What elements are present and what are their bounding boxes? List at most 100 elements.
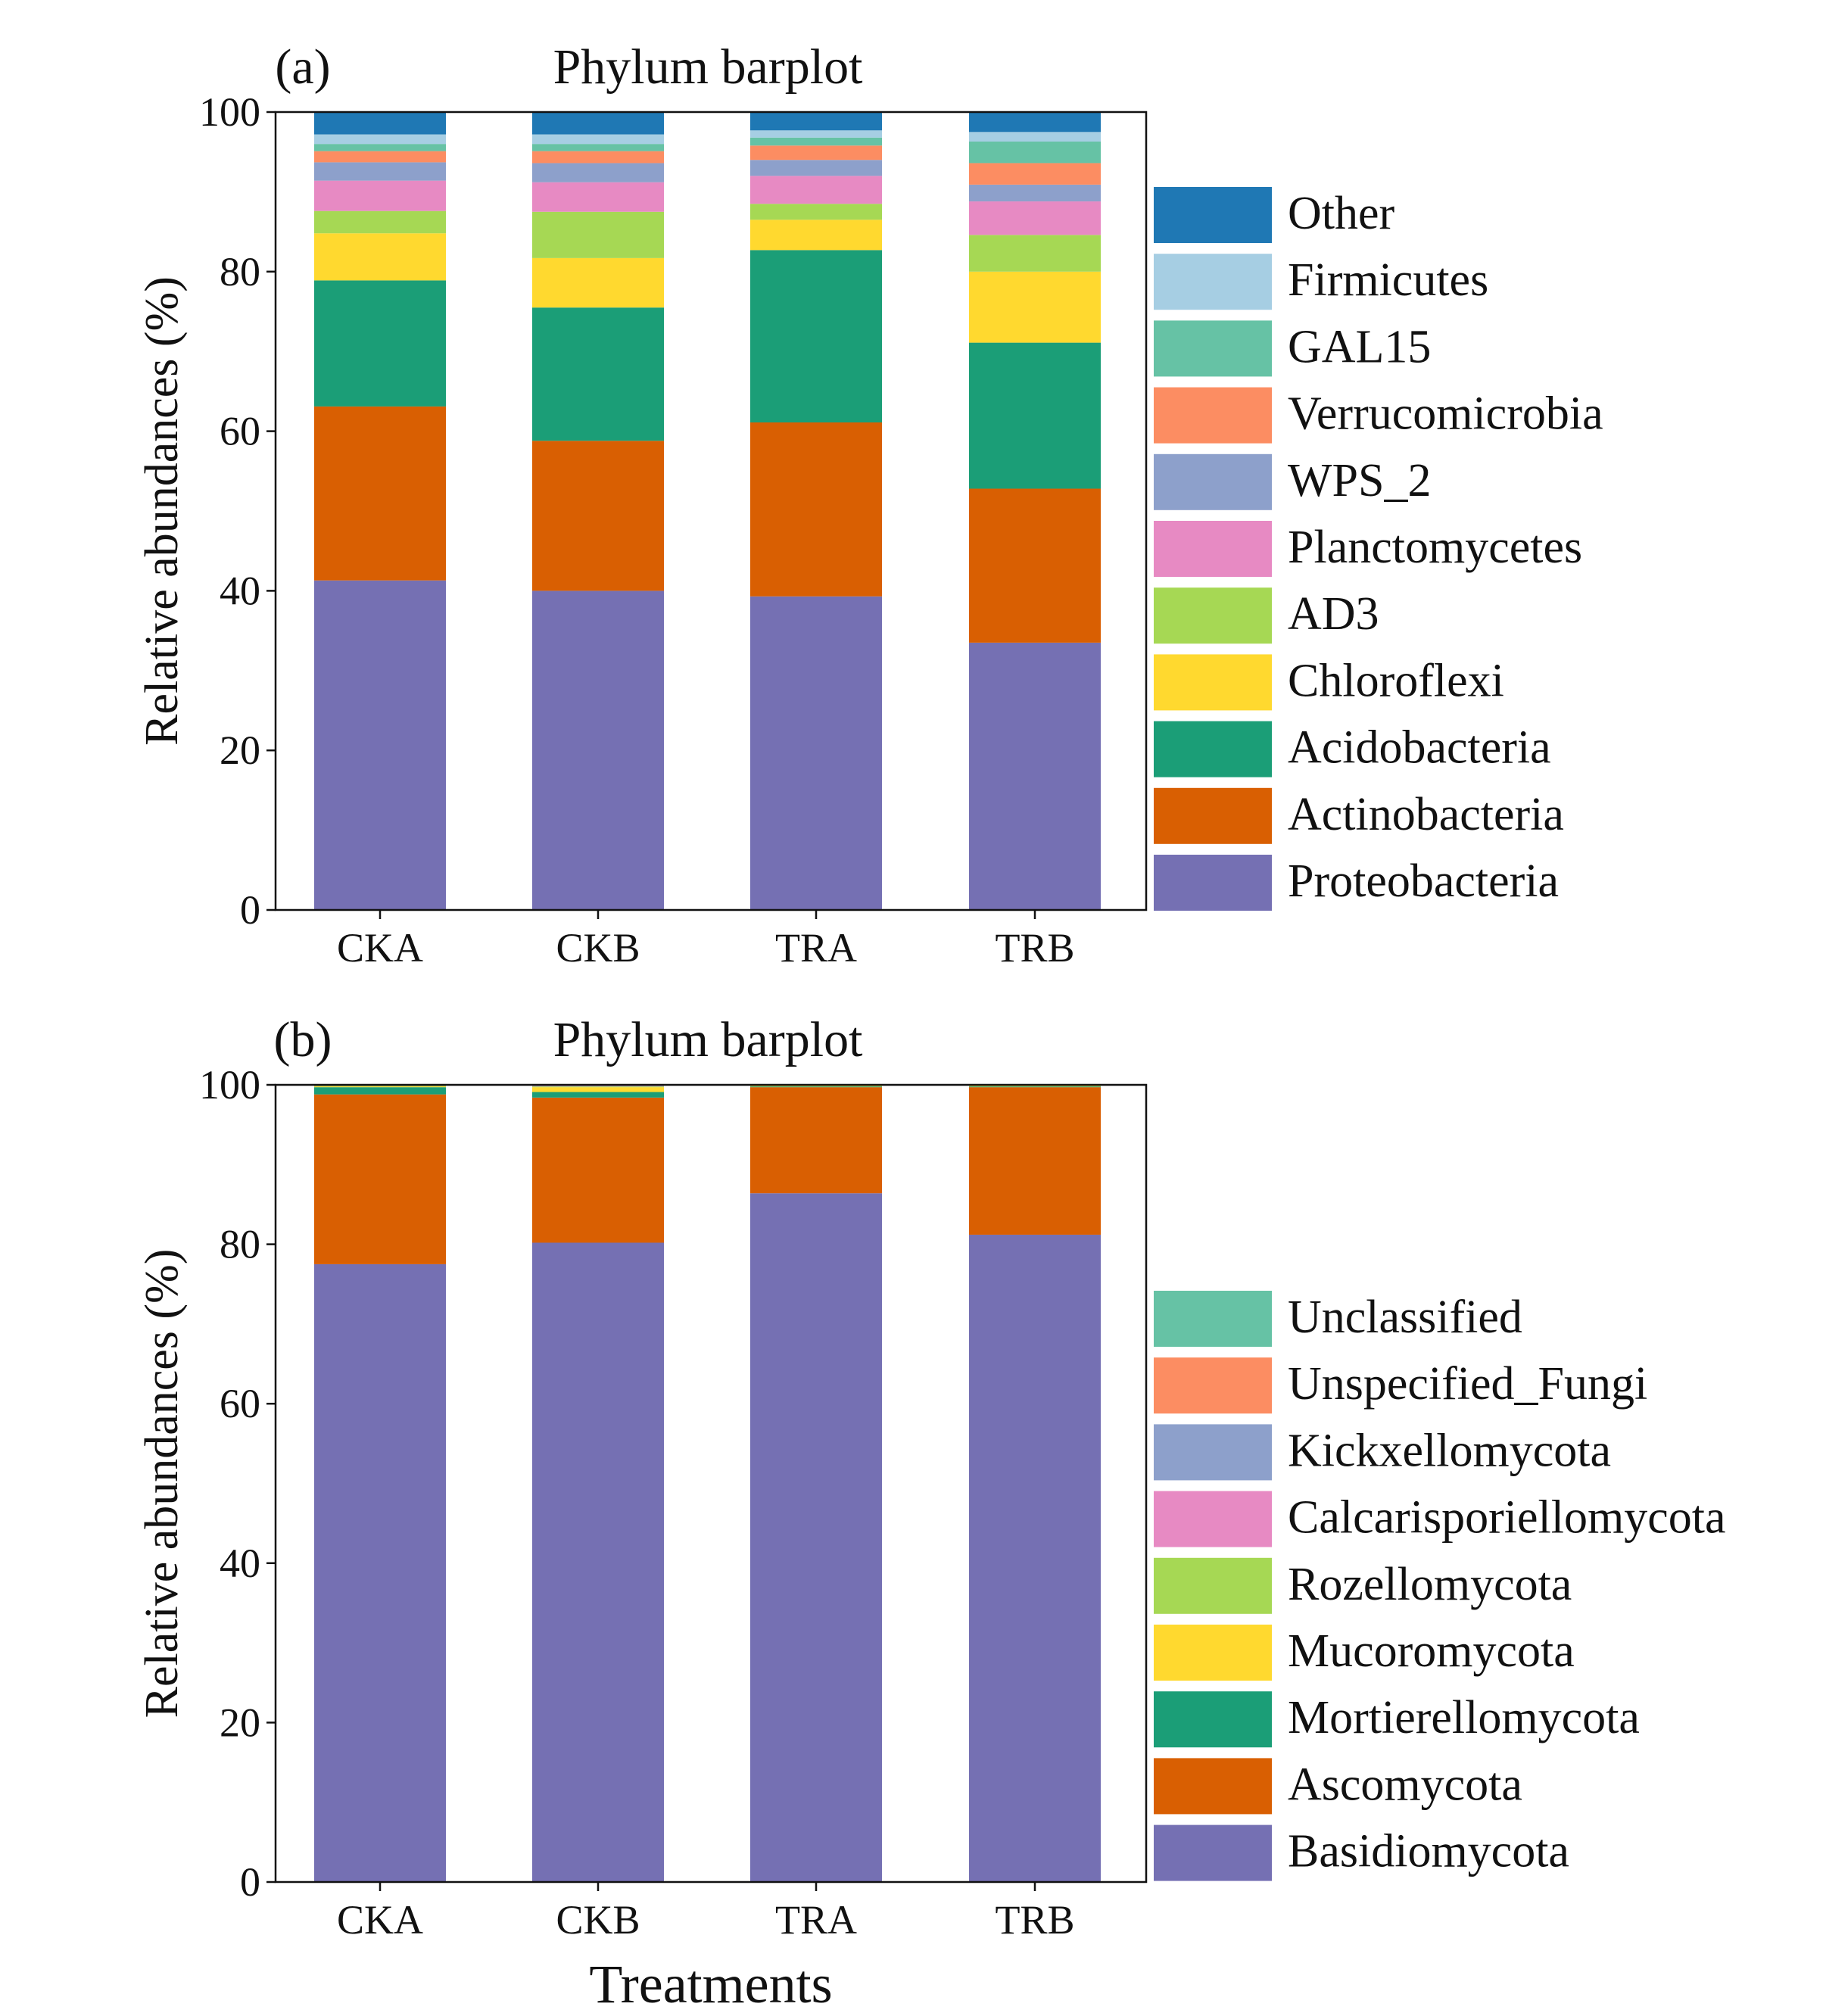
legend-swatch bbox=[1154, 254, 1272, 310]
legend-swatch bbox=[1154, 1824, 1272, 1881]
legend-swatch bbox=[1154, 453, 1272, 510]
bar-segment bbox=[750, 176, 882, 204]
legend-label: Unclassified bbox=[1288, 1292, 1522, 1343]
bar-segment bbox=[532, 257, 664, 308]
legend-label: Actinobacteria bbox=[1288, 789, 1564, 840]
panel-label: (a) bbox=[275, 39, 330, 95]
y-axis-label: Relative abundances (%) bbox=[136, 276, 188, 746]
bar-segment bbox=[969, 1234, 1101, 1882]
legend-label: Proteobacteria bbox=[1288, 855, 1559, 907]
x-tick-label: TRB bbox=[995, 925, 1074, 971]
legend-label: Kickxellomycota bbox=[1288, 1425, 1611, 1476]
bar-segment bbox=[969, 1087, 1101, 1235]
legend-swatch bbox=[1154, 1424, 1272, 1481]
legend-swatch bbox=[1154, 1557, 1272, 1614]
bar-segment bbox=[969, 488, 1101, 643]
bar-segment bbox=[314, 210, 446, 234]
bar-segment bbox=[314, 1086, 446, 1088]
bar-segment bbox=[532, 1242, 664, 1882]
bar-segment bbox=[314, 280, 446, 407]
chart-panel-b: 0 20 40 60 80 100 CKA CKB TRA TRB Relative abundan… bbox=[136, 1012, 1725, 1943]
bar-segment bbox=[532, 211, 664, 258]
bar-segment bbox=[969, 235, 1101, 272]
bar-segment bbox=[750, 112, 882, 131]
legend-label: Mucoromycota bbox=[1288, 1625, 1575, 1677]
bar-segment bbox=[532, 1086, 664, 1087]
x-tick-label: TRA bbox=[775, 925, 857, 971]
legend-label: Verrucomicrobia bbox=[1288, 388, 1603, 440]
legend: Other Firmicutes GAL15 Verrucomicrobia WPS_2… bbox=[1154, 187, 1603, 911]
bar-segment bbox=[969, 271, 1101, 343]
bar-segment bbox=[532, 112, 664, 135]
legend-swatch bbox=[1154, 1758, 1272, 1815]
chart-panel-a: 0 20 40 60 80 100 CKA CKB TRA TRB Relative abundan… bbox=[136, 39, 1603, 971]
bar-segment bbox=[969, 1086, 1101, 1088]
bar-segment bbox=[314, 162, 446, 181]
legend-label: GAL15 bbox=[1288, 321, 1431, 372]
legend-label: Firmicutes bbox=[1288, 254, 1488, 306]
x-axis-title: Treatments bbox=[589, 1954, 832, 2014]
legend-label: AD3 bbox=[1288, 588, 1379, 640]
bar-segment bbox=[314, 233, 446, 281]
legend-label: Basidiomycota bbox=[1288, 1826, 1569, 1877]
bar-segment bbox=[314, 112, 446, 135]
bar-segment bbox=[532, 163, 664, 182]
bar-segment bbox=[969, 163, 1101, 185]
bar-segment bbox=[750, 596, 882, 910]
y-tick-label: 60 bbox=[220, 409, 260, 454]
bar-segment bbox=[750, 204, 882, 220]
bar-segment bbox=[969, 184, 1101, 202]
legend-swatch bbox=[1154, 320, 1272, 377]
bar-segment bbox=[314, 580, 446, 910]
legend-label: Calcarisporiellomycota bbox=[1288, 1492, 1725, 1544]
panel-label: (b) bbox=[274, 1012, 332, 1067]
bar-segment bbox=[750, 422, 882, 597]
bar-segment bbox=[532, 134, 664, 145]
y-tick-label: 100 bbox=[199, 1062, 260, 1108]
x-tick-label: CKB bbox=[556, 1897, 640, 1943]
bar-segment bbox=[969, 132, 1101, 142]
y-tick-label: 60 bbox=[220, 1381, 260, 1426]
legend-swatch bbox=[1154, 721, 1272, 777]
bar-segment bbox=[532, 307, 664, 441]
bar-segment bbox=[750, 1087, 882, 1194]
legend-swatch bbox=[1154, 1357, 1272, 1414]
legend-label: Chloroflexi bbox=[1288, 655, 1504, 706]
bar-segment bbox=[750, 1086, 882, 1088]
legend-label: Rozellomycota bbox=[1288, 1559, 1572, 1610]
bar-segment bbox=[314, 180, 446, 211]
x-tick-label: TRB bbox=[995, 1897, 1074, 1943]
legend-label: Other bbox=[1288, 188, 1395, 239]
bar-segment bbox=[750, 145, 882, 160]
x-tick-label: CKA bbox=[337, 925, 423, 971]
bar-segment bbox=[750, 137, 882, 146]
bar-segment bbox=[750, 130, 882, 138]
bar-segment bbox=[969, 342, 1101, 489]
x-tick-label: CKA bbox=[337, 1897, 423, 1943]
y-tick-label: 80 bbox=[220, 249, 260, 294]
legend: Unclassified Unspecified_Fungi Kickxellomy… bbox=[1154, 1291, 1725, 1881]
bar-segment bbox=[532, 144, 664, 151]
y-tick-label: 100 bbox=[199, 89, 260, 135]
y-tick-label: 40 bbox=[220, 568, 260, 613]
bar-segment bbox=[532, 590, 664, 910]
legend-swatch bbox=[1154, 1691, 1272, 1748]
y-tick-label: 0 bbox=[240, 887, 260, 933]
legend-swatch bbox=[1154, 521, 1272, 577]
bar-segment bbox=[314, 144, 446, 151]
legend-swatch bbox=[1154, 187, 1272, 243]
legend-swatch bbox=[1154, 587, 1272, 644]
bar-segment bbox=[314, 1094, 446, 1264]
bar-segment bbox=[314, 1087, 446, 1095]
bar-segment bbox=[314, 134, 446, 145]
bar-segment bbox=[532, 151, 664, 164]
legend-swatch bbox=[1154, 387, 1272, 444]
bar-segment bbox=[314, 1264, 446, 1882]
y-tick-label: 20 bbox=[220, 1700, 260, 1745]
legend-label: WPS_2 bbox=[1288, 455, 1431, 506]
y-tick-label: 20 bbox=[220, 728, 260, 773]
bar-segment bbox=[314, 151, 446, 163]
bar-segment bbox=[969, 642, 1101, 910]
bar-segment bbox=[750, 160, 882, 176]
